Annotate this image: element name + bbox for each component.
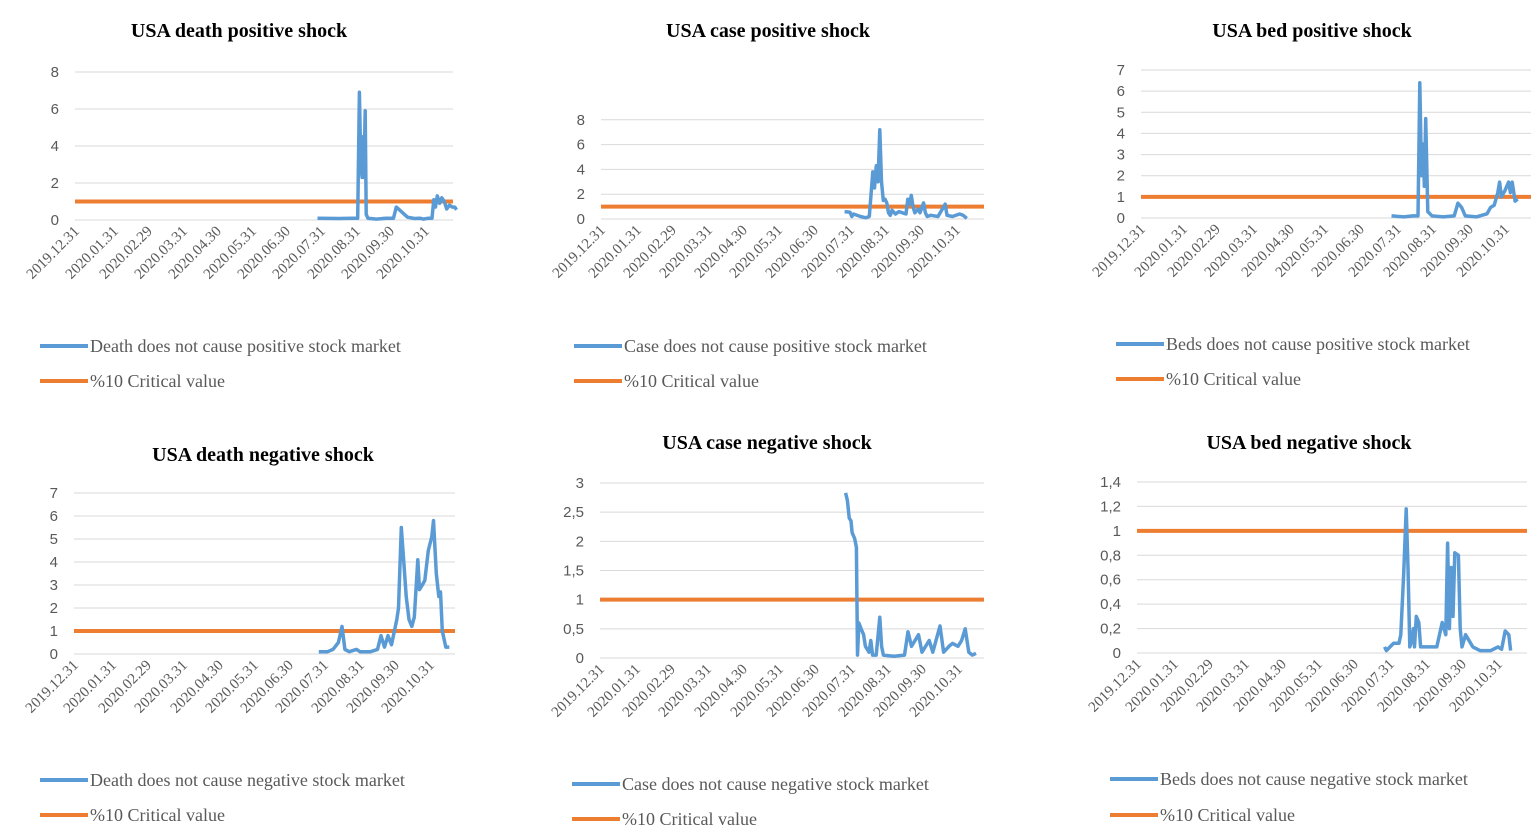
chart-title: USA case negative shock bbox=[662, 432, 872, 454]
y-tick-label: 5 bbox=[50, 531, 58, 548]
chart-title: USA death negative shock bbox=[152, 444, 375, 466]
y-tick-label: 2 bbox=[50, 600, 58, 617]
y-tick-label: 8 bbox=[51, 64, 59, 81]
chart-panel-2: USA case positive shock024682019.12.3120… bbox=[550, 20, 984, 391]
legend-label: Case does not cause positive stock marke… bbox=[624, 336, 927, 356]
y-tick-label: 1 bbox=[1113, 523, 1121, 540]
y-tick-label: 4 bbox=[51, 138, 59, 155]
y-tick-label: 0 bbox=[51, 212, 59, 229]
y-tick-label: 0,6 bbox=[1100, 572, 1121, 589]
legend-label: %10 Critical value bbox=[622, 809, 757, 829]
y-tick-label: 0 bbox=[577, 211, 585, 228]
y-tick-label: 2 bbox=[576, 533, 584, 550]
series-line bbox=[1391, 80, 1519, 219]
y-tick-label: 1 bbox=[1117, 189, 1125, 206]
chart-panel-1: USA death positive shock024682019.12.312… bbox=[24, 20, 458, 391]
chart-panel-6: USA bed negative shock 0 0,2 0,4 0,6 0,8 1 1,2 1… bbox=[1086, 432, 1527, 825]
y-tick-label: 3 bbox=[1117, 147, 1125, 164]
series-line bbox=[318, 518, 450, 654]
chart-title: USA death positive shock bbox=[131, 20, 348, 42]
chart-title: USA bed positive shock bbox=[1212, 20, 1412, 42]
series-line bbox=[1383, 507, 1513, 653]
chart-panel-5: USA case negative shock00,511,522,532019… bbox=[549, 432, 984, 829]
y-tick-label: 4 bbox=[1117, 125, 1125, 142]
y-tick-label: 6 bbox=[1117, 83, 1125, 100]
y-tick-label: 0 bbox=[576, 650, 584, 667]
chart-panel-3: USA bed positive shock012345672019.12.31… bbox=[1090, 20, 1531, 389]
y-tick-label: 3 bbox=[50, 577, 58, 594]
y-tick-label: 1,5 bbox=[563, 563, 584, 580]
y-tick-label: 2,5 bbox=[563, 504, 584, 521]
y-tick-label: 5 bbox=[1117, 104, 1125, 121]
chart-title: USA bed negative shock bbox=[1206, 432, 1412, 454]
legend-label: %10 Critical value bbox=[90, 371, 225, 391]
legend-label: %10 Critical value bbox=[624, 371, 759, 391]
y-tick-label: 6 bbox=[50, 508, 58, 525]
y-tick-label: 2 bbox=[51, 175, 59, 192]
chart-title: USA case positive shock bbox=[666, 20, 871, 42]
y-tick-label: 2 bbox=[1117, 168, 1125, 185]
y-tick-label: 1,2 bbox=[1100, 498, 1121, 515]
legend-label: %10 Critical value bbox=[90, 805, 225, 825]
legend-label: %10 Critical value bbox=[1166, 369, 1301, 389]
y-tick-label: 1 bbox=[576, 592, 584, 609]
series-line bbox=[843, 492, 977, 659]
series-line bbox=[317, 90, 458, 221]
legend-label: Beds does not cause positive stock marke… bbox=[1166, 334, 1470, 354]
legend-label: Death does not cause negative stock mark… bbox=[90, 770, 405, 790]
y-tick-label: 4 bbox=[577, 161, 585, 178]
y-tick-label: 0 bbox=[1113, 645, 1121, 662]
y-tick-label: 0,2 bbox=[1100, 621, 1121, 638]
legend-label: %10 Critical value bbox=[1160, 805, 1295, 825]
y-tick-label: 1 bbox=[50, 623, 58, 640]
y-tick-label: 1,4 bbox=[1100, 474, 1121, 491]
y-tick-label: 7 bbox=[50, 485, 58, 502]
chart-panel-4: USA death negative shock012345672019.12.… bbox=[23, 444, 455, 825]
series-line bbox=[844, 127, 968, 220]
y-tick-label: 0 bbox=[50, 646, 58, 663]
y-tick-label: 3 bbox=[576, 475, 584, 492]
y-tick-label: 0 bbox=[1117, 210, 1125, 227]
y-tick-label: 6 bbox=[51, 101, 59, 118]
y-tick-label: 0,8 bbox=[1100, 547, 1121, 564]
y-tick-label: 8 bbox=[577, 112, 585, 129]
y-tick-label: 7 bbox=[1117, 62, 1125, 79]
y-tick-label: 6 bbox=[577, 137, 585, 154]
legend-label: Case does not cause negative stock marke… bbox=[622, 774, 929, 794]
legend-label: Beds does not cause negative stock marke… bbox=[1160, 769, 1468, 789]
legend-label: Death does not cause positive stock mark… bbox=[90, 336, 401, 356]
y-tick-label: 4 bbox=[50, 554, 58, 571]
y-tick-label: 0,5 bbox=[563, 621, 584, 638]
y-tick-label: 2 bbox=[577, 186, 585, 203]
y-tick-label: 0,4 bbox=[1100, 596, 1121, 613]
